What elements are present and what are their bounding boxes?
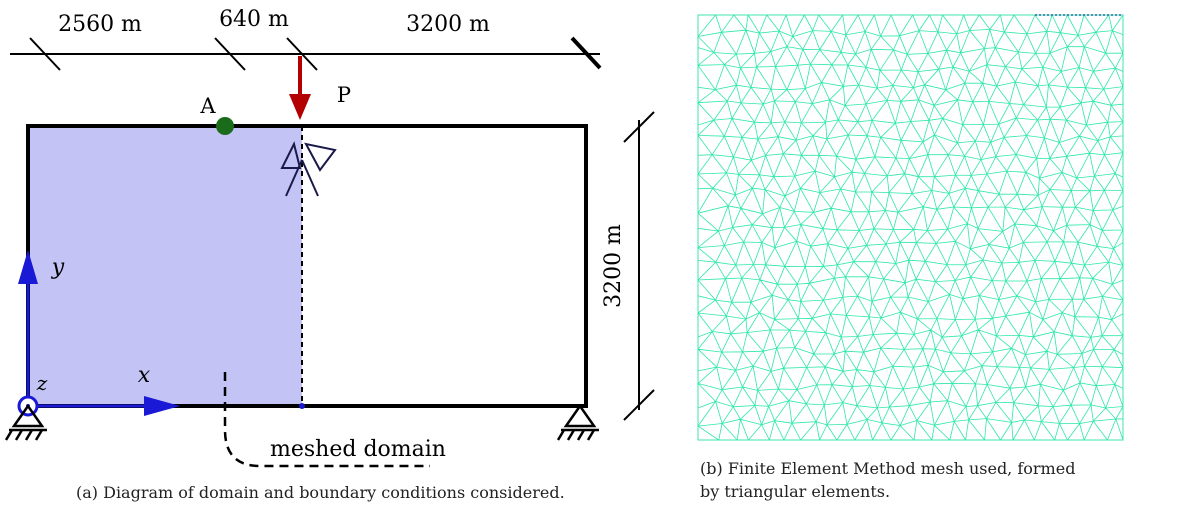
z-axis-label: z <box>36 371 48 395</box>
dimension-tick-2 <box>214 37 246 71</box>
symmetry-base-dot <box>299 403 305 409</box>
x-axis-arrow <box>144 396 180 416</box>
pinned-support-left <box>4 403 47 441</box>
pinned-support-right <box>556 403 599 441</box>
mesh-boundary <box>697 14 1124 441</box>
meshed-domain-label: meshed domain <box>270 437 446 462</box>
meshed-domain-region <box>28 126 302 406</box>
dimension-tick-1 <box>29 37 61 71</box>
y-axis-arrow <box>18 250 38 284</box>
panel-b-mesh <box>697 14 1124 441</box>
load-arrow-head <box>289 94 311 120</box>
caption-b-line1: (b) Finite Element Method mesh used, for… <box>700 459 1076 478</box>
caption-b-line2: by triangular elements. <box>700 482 891 501</box>
dim-label-640: 640 m <box>219 7 289 32</box>
dimension-tick-4 <box>570 36 602 70</box>
x-axis-label: x <box>138 363 151 388</box>
side-tick-bottom <box>623 389 655 421</box>
side-tick-top <box>623 111 655 143</box>
roller-supports <box>280 141 337 197</box>
caption-a: (a) Diagram of domain and boundary condi… <box>76 483 565 502</box>
load-label: P <box>337 83 351 107</box>
dimension-tick-3 <box>286 37 318 71</box>
y-axis-label: y <box>51 255 65 280</box>
dim-label-3200-side: 3200 m <box>601 224 626 308</box>
mesh-background <box>698 15 1123 440</box>
panel-a-diagram: 2560 m 640 m 3200 m 3200 m P A y x <box>4 7 655 468</box>
point-a-marker <box>216 117 234 135</box>
dim-label-2560: 2560 m <box>58 12 142 37</box>
point-a-label: A <box>199 94 216 118</box>
dim-label-3200-top: 3200 m <box>406 12 490 37</box>
